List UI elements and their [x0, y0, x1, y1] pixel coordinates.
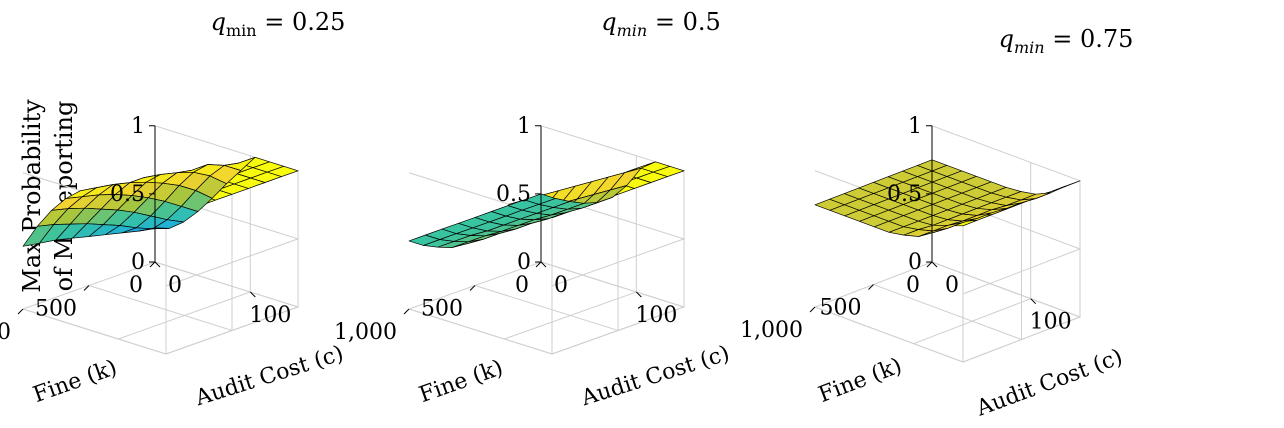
z-tick-label: 1	[131, 114, 145, 139]
grid-line	[873, 203, 1022, 341]
y-axis-label: Fine (k)	[30, 355, 120, 408]
x-tick	[1030, 298, 1037, 305]
z-axis-label-line1: Max Probability	[18, 99, 46, 293]
y-axis-label: Fine (k)	[416, 355, 506, 408]
y-tick	[403, 308, 410, 315]
y-tick	[535, 261, 542, 268]
y-tick-label: 0	[515, 273, 529, 298]
y-tick	[809, 306, 816, 313]
y-axis-label: Fine (k)	[815, 353, 905, 408]
grid-line	[22, 217, 167, 355]
z-tick-label: 1	[908, 114, 922, 139]
surface-panel-qmin-075: 0 0.5 1 0 100 0 500 1,000 Audit Cost (c) Fine (k)…	[740, 25, 1133, 422]
grid-line	[88, 194, 233, 332]
y-tick-label: 1,000	[740, 318, 803, 343]
grid-line	[814, 225, 964, 363]
x-tick	[931, 261, 938, 268]
x-tick-label: 0	[554, 273, 568, 298]
z-tick-label: 0.5	[887, 182, 922, 207]
y-tick-label: 1,000	[0, 320, 11, 345]
grid-line	[474, 194, 619, 332]
surface-panel-qmin-025: 0 0.5 1 0 100 0 500 1,000 Audit Cost (c) Fine (k)…	[0, 8, 347, 412]
x-tick-label: 0	[945, 273, 959, 298]
y-tick	[868, 284, 874, 290]
x-tick	[249, 291, 256, 298]
x-axis-label: Audit Cost (c)	[192, 341, 347, 411]
grid-line	[154, 170, 299, 308]
y-tick-label: 500	[35, 297, 77, 322]
y-tick-label: 0	[129, 273, 143, 298]
surface	[408, 161, 685, 248]
y-tick	[17, 308, 24, 315]
z-tick-label: 0	[517, 250, 531, 275]
z-tick-label: 0.5	[496, 182, 531, 207]
y-tick-label: 0	[906, 273, 920, 298]
z-tick-label: 0.5	[110, 182, 145, 207]
y-tick	[149, 261, 156, 268]
x-tick	[635, 291, 642, 298]
panel-title: qmin = 0.25	[211, 8, 346, 40]
x-axis-label: Audit Cost (c)	[972, 345, 1126, 422]
x-tick-label: 100	[1030, 310, 1072, 335]
y-tick-label: 500	[421, 297, 463, 322]
surface-panel-qmin-05: 0 0.5 1 0 100 0 500 1,000 Audit Cost (c) Fine (k)…	[334, 8, 733, 412]
x-tick	[540, 261, 547, 268]
x-tick-label: 0	[168, 273, 182, 298]
x-tick	[154, 261, 161, 268]
z-tick-label: 0	[908, 250, 922, 275]
grid-line	[931, 180, 1081, 318]
surface-face	[138, 227, 170, 232]
x-tick-label: 100	[635, 303, 677, 328]
surface-face	[524, 193, 556, 205]
z-tick-label: 1	[517, 114, 531, 139]
y-tick	[469, 285, 476, 291]
grid-line	[408, 217, 553, 355]
grid-line	[540, 170, 685, 308]
x-axis-label: Audit Cost (c)	[578, 341, 733, 411]
panel-title: qmin = 0.75	[999, 25, 1134, 57]
surface	[814, 159, 1081, 237]
y-tick	[83, 285, 90, 291]
surface	[22, 156, 299, 247]
y-tick-label: 1,000	[334, 320, 397, 345]
z-tick-label: 0	[131, 250, 145, 275]
x-tick-label: 100	[249, 303, 291, 328]
y-tick	[926, 261, 933, 268]
y-tick-label: 500	[820, 296, 862, 321]
panel-title: qmin = 0.5	[601, 8, 721, 40]
